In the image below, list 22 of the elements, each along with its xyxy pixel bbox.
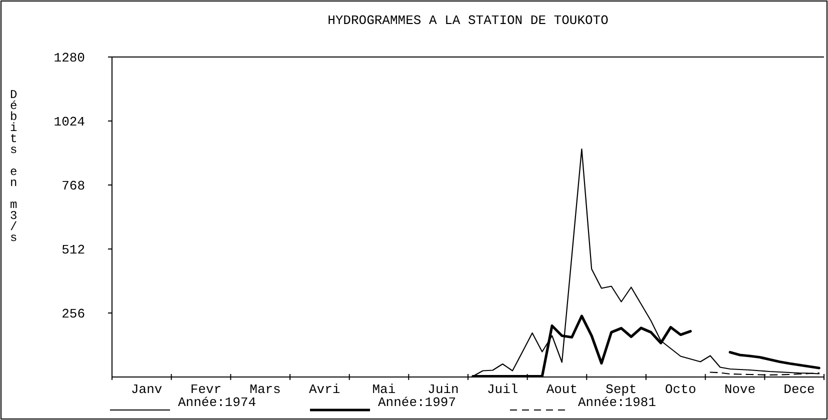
chart-title: HYDROGRAMMES A LA STATION DE TOUKOTO [328,13,609,28]
text: Débits en m3/s [10,88,18,245]
legend-label: Année:1974 [178,395,256,410]
y-tick-label: 512 [62,242,85,258]
x-tick-label: Dece [784,382,815,397]
x-tick-label: Fevr [190,382,222,397]
y-tick-label: 768 [62,178,85,194]
x-tick-label: Aout [546,382,578,397]
x-tick-label: Nove [724,382,756,397]
x-tick-label: Juin [428,382,459,397]
y-tick-label: 1280 [54,50,85,66]
x-tick-label: Octo [665,382,696,397]
legend-label: Année:1997 [378,395,456,410]
x-tick-label: Mai [372,382,396,397]
x-tick-label: Avri [309,382,340,397]
x-tick-label: Janv [131,382,162,397]
x-tick-label: Mars [250,382,281,397]
y-tick-label: 256 [62,306,85,322]
x-tick-label: Sept [606,382,637,397]
legend-label: Année:1981 [578,395,656,410]
y-tick-label: 1024 [54,114,86,130]
x-tick-label: Juil [487,382,518,397]
